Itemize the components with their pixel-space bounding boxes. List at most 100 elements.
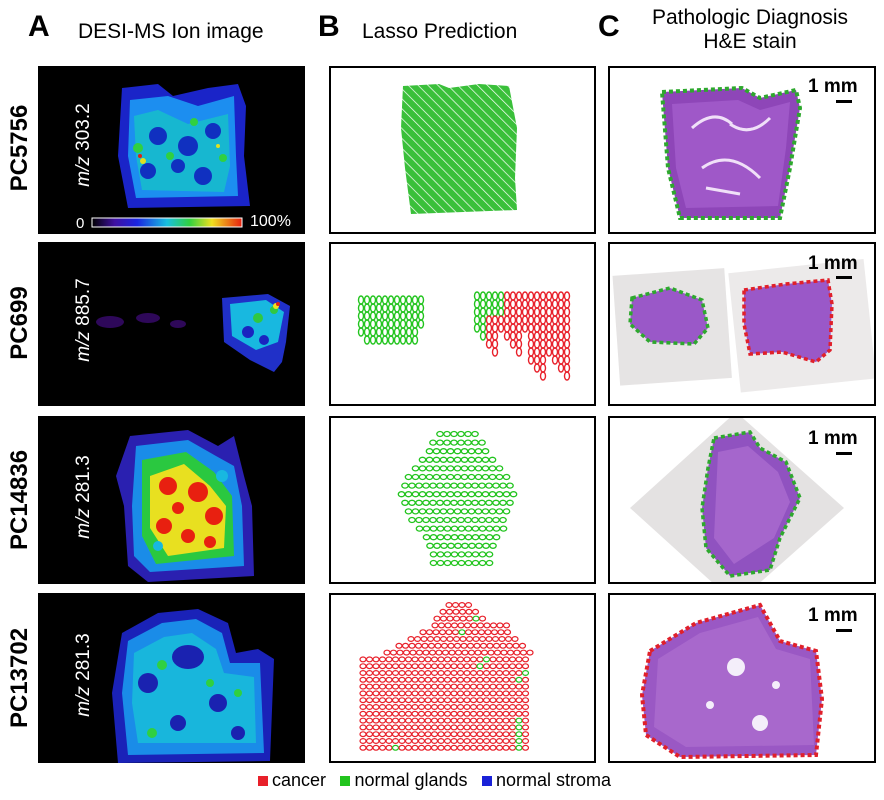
prediction-pixel: [378, 697, 387, 704]
he-frame: [608, 66, 876, 234]
prediction-pixel: [381, 295, 389, 305]
prediction-pixel: [508, 703, 517, 710]
prediction-pixel: [521, 291, 529, 301]
prediction-pixel: [563, 299, 571, 309]
prediction-pixel: [357, 327, 365, 337]
prediction-pixel: [404, 710, 413, 717]
prediction-pixel: [474, 508, 483, 515]
prediction-pixel: [499, 642, 507, 649]
prediction-pixel: [476, 703, 484, 710]
prediction-pixel: [389, 649, 398, 656]
prediction-pixel: [491, 299, 499, 309]
prediction-pixel: [487, 649, 495, 656]
prediction-pixel: [375, 311, 383, 321]
prediction-pixel: [489, 622, 498, 629]
prediction-pixel: [411, 319, 419, 329]
prediction-pixel: [405, 311, 413, 321]
prediction-pixel: [391, 738, 400, 745]
prediction-pixel: [515, 299, 523, 309]
prediction-pixel: [465, 608, 473, 615]
prediction-pixel: [471, 559, 480, 567]
panel-title-b: Lasso Prediction: [362, 20, 518, 43]
prediction-pixel: [430, 663, 439, 670]
prediction-pixel: [426, 635, 435, 642]
legend: cancer normal glands normal stroma: [258, 770, 611, 791]
prediction-pixel: [417, 683, 426, 690]
prediction-pixel: [450, 683, 458, 690]
prediction-pixel: [381, 327, 389, 337]
prediction-pixel: [436, 551, 445, 558]
prediction-pixel: [489, 669, 497, 676]
prediction-pixel: [450, 744, 458, 751]
prediction-pixel: [425, 629, 434, 636]
prediction-pixel: [422, 525, 431, 532]
prediction-pixel: [508, 731, 517, 738]
prediction-pixel: [502, 738, 510, 745]
prediction-pixel: [378, 724, 387, 731]
prediction-pixel: [489, 683, 497, 690]
prediction-pixel: [458, 601, 466, 609]
prediction-pixel: [458, 608, 467, 615]
prediction-pixel: [378, 703, 387, 710]
prediction-pixel: [424, 663, 432, 670]
prediction-pixel: [365, 683, 374, 690]
prediction-pixel: [503, 331, 511, 341]
prediction-pixel: [456, 656, 465, 663]
prediction-pixel: [398, 710, 406, 717]
prediction-pixel: [512, 642, 520, 649]
prediction-pixel: [453, 465, 462, 472]
prediction-pixel: [509, 291, 517, 301]
prediction-pixel: [404, 473, 413, 481]
prediction-pixel: [474, 456, 483, 463]
prediction-pixel: [521, 744, 530, 751]
prediction-pixel: [372, 697, 380, 704]
prediction-pixel: [479, 315, 487, 325]
prediction-pixel: [359, 731, 367, 738]
prediction-pixel: [439, 615, 448, 622]
prediction-pixel: [363, 327, 371, 337]
prediction-pixel: [446, 456, 455, 463]
prediction-pixel: [471, 525, 480, 532]
prediction-pixel: [481, 465, 490, 472]
prediction-pixel: [464, 559, 473, 567]
prediction-pixel: [499, 482, 507, 489]
prediction-pixel: [489, 724, 497, 731]
prediction-pixel: [456, 663, 465, 670]
prediction-pixel: [491, 315, 499, 325]
prediction-pixel: [453, 491, 462, 498]
prediction-pixel: [463, 669, 471, 676]
prediction-pixel: [476, 622, 485, 629]
prediction-pixel: [471, 482, 479, 489]
panel-title-c-line2: H&E stain: [703, 30, 797, 53]
prediction-pixel: [469, 697, 478, 704]
prediction-pixel: [485, 323, 493, 333]
prediction-pixel: [398, 703, 406, 710]
prediction-pixel: [365, 697, 374, 704]
prediction-pixel: [476, 656, 484, 663]
prediction-pixel: [365, 663, 374, 670]
prediction-map: [357, 291, 571, 381]
prediction-pixel: [429, 551, 438, 558]
prediction-pixel: [404, 690, 413, 697]
prediction-pixel: [515, 331, 523, 341]
legend-item-normal-stroma: normal stroma: [482, 770, 611, 790]
he-frame: [608, 593, 876, 763]
panel-letter-a: A: [28, 10, 50, 43]
prediction-pixel: [430, 710, 439, 717]
prediction-pixel: [439, 465, 448, 472]
prediction-pixel: [375, 327, 383, 337]
ion-heatmap: [91, 84, 250, 228]
prediction-pixel: [515, 339, 523, 349]
prediction-pixel: [396, 649, 404, 656]
prediction-pixel: [430, 669, 439, 676]
prediction-pixel: [443, 663, 452, 670]
prediction-pixel: [518, 642, 527, 649]
prediction-pixel: [451, 601, 460, 609]
prediction-map: [359, 601, 534, 751]
prediction-pixel: [482, 690, 491, 697]
prediction-pixel: [415, 649, 424, 656]
prediction-pixel: [469, 710, 478, 717]
prediction-pixel: [418, 508, 427, 515]
prediction-pixel: [557, 315, 565, 325]
prediction-pixel: [450, 439, 458, 446]
